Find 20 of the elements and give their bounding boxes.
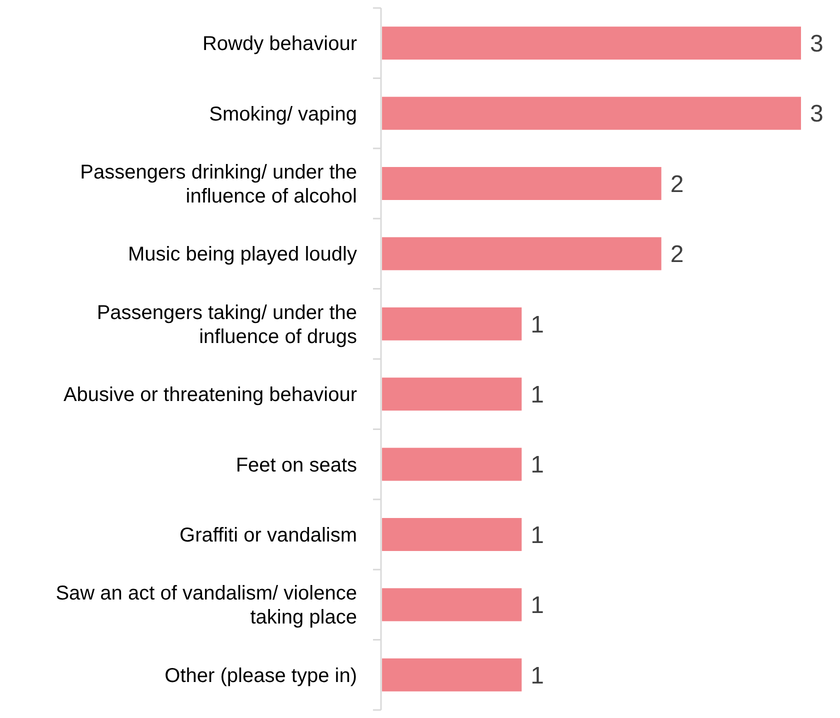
data-label: 3 bbox=[810, 30, 824, 58]
y-tick-label: Other (please type in) bbox=[164, 664, 357, 687]
data-label: 1 bbox=[530, 592, 544, 620]
y-tick-label: Passengers drinking/ under the influence of alcohol bbox=[80, 162, 357, 208]
y-tick-label: Music being played loudly bbox=[128, 244, 357, 266]
data-label: 2 bbox=[670, 241, 684, 268]
data-label: 1 bbox=[530, 452, 544, 479]
y-tick-label: Rowdy behaviour bbox=[202, 33, 358, 56]
y-tick-label: Graffiti or vandalism bbox=[180, 524, 357, 546]
data-label: 3 bbox=[810, 100, 824, 128]
y-tick-label: Saw an act of vandalism/ violence taking place bbox=[56, 582, 357, 629]
y-tick-label: Smoking/ vaping bbox=[209, 103, 357, 126]
y-tick-label: Feet on seats bbox=[236, 454, 357, 476]
data-label: 1 bbox=[530, 311, 544, 338]
data-label: 1 bbox=[530, 662, 544, 690]
data-label: 1 bbox=[530, 382, 544, 408]
y-tick-label: Passengers taking/ under the influence of drugs bbox=[96, 302, 357, 348]
data-label: 2 bbox=[670, 170, 684, 198]
y-tick-label: Abusive or threatening behaviour bbox=[63, 384, 358, 406]
data-label: 1 bbox=[530, 522, 544, 549]
